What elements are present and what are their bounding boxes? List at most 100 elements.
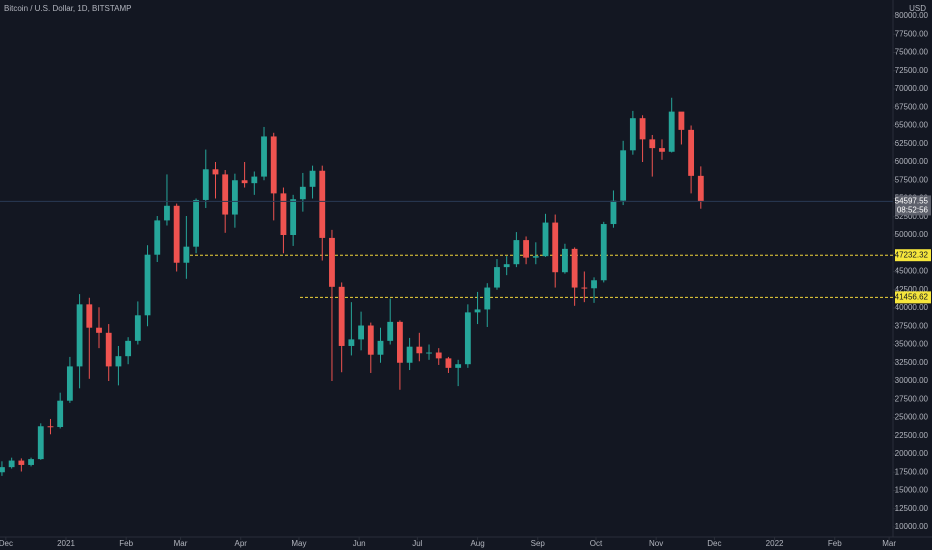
y-tick-label: 72500.00 <box>895 66 929 75</box>
x-tick-label: Aug <box>470 539 484 548</box>
candle-body <box>47 426 54 428</box>
y-tick-label: 57500.00 <box>895 175 929 184</box>
candle-body <box>416 346 423 354</box>
candle-body <box>115 356 122 367</box>
x-tick-label: Mar <box>174 539 188 548</box>
candle-body <box>154 220 161 255</box>
candle-body <box>552 222 559 273</box>
x-tick-label: May <box>291 539 306 548</box>
chart-title: Bitcoin / U.S. Dollar, 1D, BITSTAMP <box>4 4 131 13</box>
candle-body <box>299 186 306 200</box>
candle-body <box>591 280 597 289</box>
candle-body <box>406 346 413 363</box>
y-tick-label: 27500.00 <box>895 394 929 403</box>
candle-body <box>474 309 481 313</box>
y-tick-label: 22500.00 <box>895 431 929 440</box>
candle-body <box>532 256 539 258</box>
candle-body <box>639 118 646 140</box>
candle-body <box>18 460 25 465</box>
candle-body <box>57 400 64 427</box>
y-tick-label: 67500.00 <box>895 102 929 111</box>
candle-body <box>571 248 578 288</box>
candle-body <box>620 150 627 201</box>
candle-body <box>338 286 345 346</box>
candle-body <box>183 246 190 263</box>
y-tick-label: 65000.00 <box>895 121 929 130</box>
candle-body <box>377 340 384 355</box>
x-tick-label: 2022 <box>766 539 784 548</box>
countdown: 08:52:56 <box>897 206 929 215</box>
y-tick-label: 30000.00 <box>895 376 929 385</box>
x-tick-label: Dec <box>707 539 721 548</box>
y-tick-label: 80000.00 <box>895 11 929 20</box>
y-tick-label: 25000.00 <box>895 413 929 422</box>
candle-body <box>8 460 15 468</box>
y-tick-label: 42500.00 <box>895 285 929 294</box>
y-tick-label: 15000.00 <box>895 486 929 495</box>
candle-body <box>629 118 636 151</box>
candle-body <box>396 321 403 363</box>
candle-body <box>329 237 335 287</box>
y-tick-label: 40000.00 <box>895 303 929 312</box>
currency-label: USD <box>909 4 926 13</box>
candle-body <box>261 136 267 177</box>
x-tick-label: 2021 <box>57 539 75 548</box>
candle-body <box>358 325 364 340</box>
candle-body <box>484 287 491 310</box>
candle-body <box>144 254 151 316</box>
y-tick-label: 35000.00 <box>895 340 929 349</box>
candle-body <box>503 264 510 268</box>
level-label: 47232.32 <box>895 250 929 259</box>
x-tick-label: Sep <box>531 539 546 548</box>
y-tick-label: 37500.00 <box>895 321 929 330</box>
y-tick-label: 12500.00 <box>895 504 929 513</box>
y-tick-label: 20000.00 <box>895 449 929 458</box>
candle-body <box>649 139 656 149</box>
candle-body <box>164 205 170 221</box>
candle-body <box>513 240 520 265</box>
candle-body <box>688 129 695 176</box>
candle-body <box>697 175 704 202</box>
candle-body <box>319 170 326 238</box>
y-tick-label: 32500.00 <box>895 358 929 367</box>
level-tag <box>895 249 931 262</box>
candle-body <box>0 467 5 473</box>
candle-body <box>28 459 34 465</box>
y-tick-label: 45000.00 <box>895 267 929 276</box>
x-tick-label: Mar <box>882 539 896 548</box>
x-tick-label: Oct <box>590 539 603 548</box>
candle-body <box>96 327 102 333</box>
candle-body <box>105 332 112 367</box>
candle-body <box>348 339 355 346</box>
candle-body <box>309 170 316 187</box>
candle-body <box>523 240 530 258</box>
x-tick-label: Jul <box>412 539 422 548</box>
y-tick-label: 62500.00 <box>895 139 929 148</box>
candle-body <box>241 180 248 184</box>
candle-body <box>173 205 180 263</box>
candle-body <box>76 304 83 367</box>
level-tag <box>895 291 931 304</box>
level-label: 41456.62 <box>895 292 929 301</box>
candle-body <box>600 224 607 281</box>
x-tick-label: Apr <box>234 539 247 548</box>
candle-body <box>202 169 209 200</box>
candle-body <box>134 315 141 341</box>
candle-body <box>659 148 665 152</box>
last-price-tag <box>895 195 931 216</box>
candle-body <box>37 426 44 460</box>
candle-body <box>86 304 93 328</box>
candle-body <box>367 325 374 355</box>
candle-body <box>387 321 394 341</box>
candle-body <box>125 340 132 357</box>
candle-body <box>66 366 73 401</box>
y-tick-label: 60000.00 <box>895 157 929 166</box>
candle-body <box>251 176 258 184</box>
candle-body <box>581 287 588 289</box>
candle-body <box>464 312 471 365</box>
candle-body <box>193 199 199 247</box>
y-tick-label: 17500.00 <box>895 467 929 476</box>
